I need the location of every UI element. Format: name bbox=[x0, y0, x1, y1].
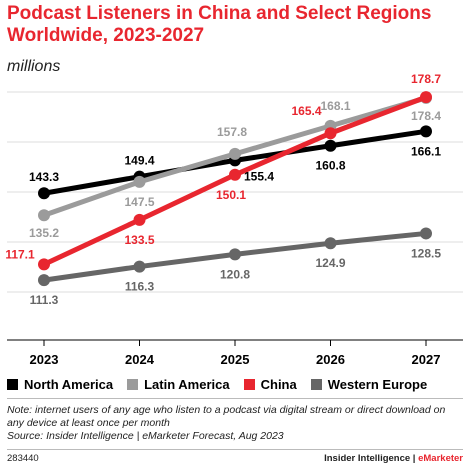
data-point bbox=[133, 213, 146, 226]
data-label: 157.8 bbox=[217, 125, 247, 139]
data-label: 128.5 bbox=[411, 246, 441, 260]
footer-divider bbox=[7, 449, 463, 450]
legend-label: China bbox=[260, 377, 297, 392]
data-label: 166.1 bbox=[411, 144, 441, 158]
legend-item: Western Europe bbox=[310, 377, 428, 392]
data-label: 160.8 bbox=[315, 159, 345, 173]
data-point bbox=[324, 237, 337, 250]
legend-swatch bbox=[7, 379, 18, 390]
data-label: 135.2 bbox=[29, 226, 59, 240]
brand-name: Insider Intelligence bbox=[324, 453, 411, 464]
data-point bbox=[229, 248, 241, 261]
brand-emarketer: eMarketer bbox=[418, 453, 463, 464]
line-chart: 2023 2024 2025 2026 2027 143.3 149.4 155.4 160.8… bbox=[5, 72, 463, 367]
chart-source: Source: Insider Intelligence | eMarketer… bbox=[7, 430, 284, 442]
data-label: 116.3 bbox=[125, 280, 155, 294]
legend-label: Latin America bbox=[144, 377, 230, 392]
data-label: 178.4 bbox=[411, 109, 441, 123]
x-tick-label: 2027 bbox=[412, 352, 441, 367]
data-point bbox=[420, 91, 432, 104]
data-label: 120.8 bbox=[220, 267, 250, 281]
data-point bbox=[133, 175, 146, 188]
data-label: 111.3 bbox=[30, 293, 59, 307]
chart-notes: Note: internet users of any age who list… bbox=[7, 404, 465, 443]
data-point bbox=[38, 258, 50, 271]
note-divider bbox=[7, 398, 463, 399]
data-point bbox=[133, 260, 146, 273]
data-point bbox=[38, 187, 50, 200]
chart-legend: North America Latin America China Western E… bbox=[7, 377, 441, 392]
data-point bbox=[38, 274, 50, 287]
data-point bbox=[38, 209, 50, 222]
legend-swatch bbox=[243, 379, 255, 390]
chart-title: Podcast Listeners in China and Select Re… bbox=[7, 3, 432, 46]
data-label: 178.7 bbox=[411, 72, 441, 86]
x-tick-label: 2026 bbox=[316, 352, 345, 367]
data-point bbox=[229, 168, 241, 181]
data-point bbox=[229, 147, 241, 160]
data-label: 117.1 bbox=[5, 247, 35, 261]
legend-label: North America bbox=[24, 377, 114, 392]
data-point bbox=[324, 139, 337, 152]
chart-note: Note: internet users of any age who list… bbox=[7, 404, 446, 429]
data-label: 168.1 bbox=[320, 99, 350, 113]
brand-separator: | bbox=[410, 453, 419, 464]
data-point bbox=[324, 127, 337, 140]
x-tick-label: 2025 bbox=[221, 352, 250, 367]
x-tick-label: 2024 bbox=[125, 352, 155, 367]
data-label: 133.5 bbox=[124, 233, 154, 247]
chart-subtitle: millions bbox=[7, 58, 61, 75]
legend-item: China bbox=[243, 377, 297, 392]
data-label: 124.9 bbox=[315, 256, 345, 270]
chart-id: 283440 bbox=[7, 453, 39, 464]
data-label: 143.3 bbox=[29, 170, 59, 184]
data-label: 147.5 bbox=[124, 195, 154, 209]
data-point bbox=[420, 125, 432, 138]
data-label: 155.4 bbox=[244, 169, 274, 183]
legend-swatch bbox=[127, 379, 139, 390]
data-point bbox=[420, 227, 432, 240]
data-label: 165.4 bbox=[291, 104, 321, 118]
legend-label: Western Europe bbox=[327, 377, 428, 392]
data-label: 149.4 bbox=[124, 154, 154, 168]
legend-item: Latin America bbox=[127, 377, 230, 392]
data-label: 150.1 bbox=[216, 188, 246, 202]
legend-swatch bbox=[310, 379, 322, 390]
x-tick-label: 2023 bbox=[30, 352, 59, 367]
legend-item: North America bbox=[7, 377, 113, 392]
brand-credit: Insider Intelligence | eMarketer bbox=[324, 453, 463, 464]
